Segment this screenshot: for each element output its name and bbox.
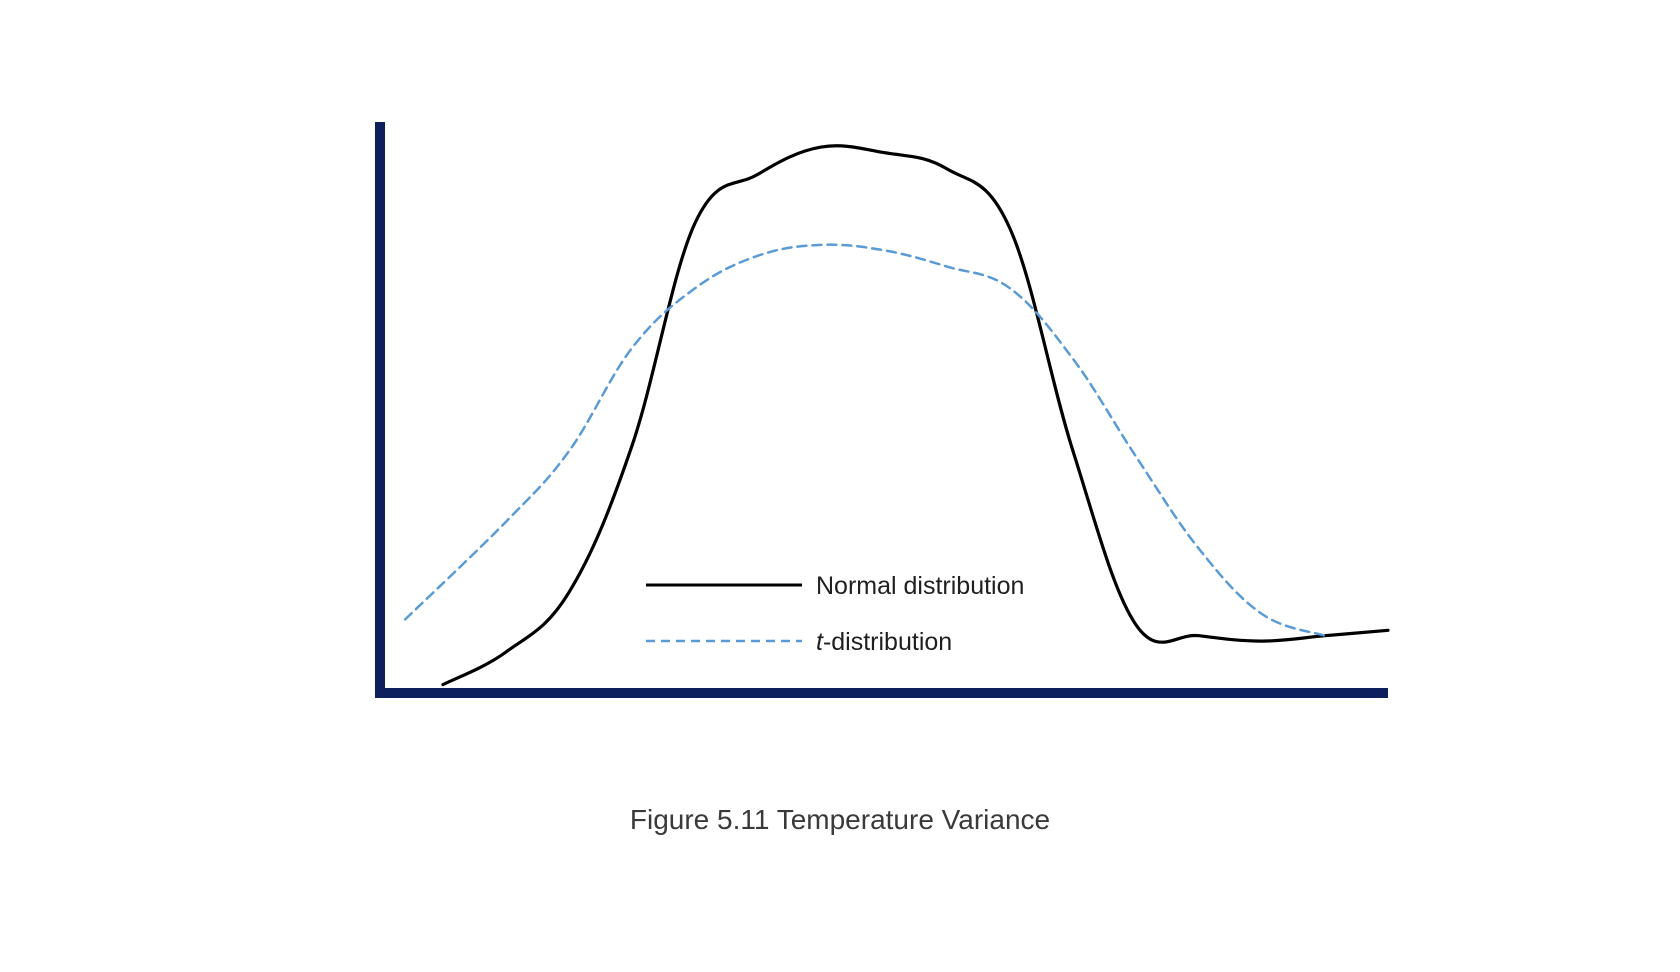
legend-label-t-italic: t: [816, 628, 824, 656]
series-line-normal: [441, 144, 1390, 687]
legend-label-t-rest: -distribution: [823, 628, 952, 656]
chart-curves: [403, 144, 1390, 687]
figure-caption: Figure 5.11 Temperature Variance: [629, 804, 1051, 835]
chart-legend: Normal distribution t-distribution: [646, 572, 1024, 656]
legend-label-t: t-distribution: [816, 628, 952, 656]
series-line-t: [403, 243, 1327, 637]
legend-label-normal: Normal distribution: [816, 572, 1024, 600]
chart-axes: [375, 122, 1388, 698]
